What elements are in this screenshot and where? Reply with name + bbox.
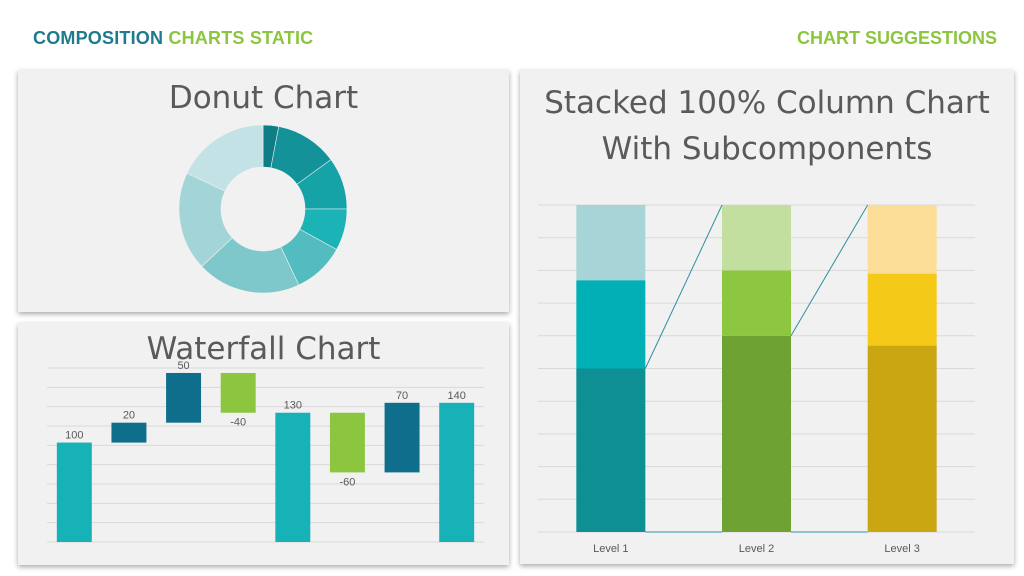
section-title-part2: CHARTS STATIC <box>168 28 314 48</box>
waterfall-data-label: 20 <box>123 410 135 422</box>
waterfall-data-label: 50 <box>177 360 189 372</box>
stacked-chart-panel: Stacked 100% Column Chart With Subcompon… <box>520 70 1014 564</box>
waterfall-chart-svg: 100 20 50 -40 130 -60 70 140 <box>47 360 484 543</box>
waterfall-data-label: 100 <box>65 430 83 442</box>
waterfall-chart-title: Waterfall Chart <box>146 331 381 367</box>
stacked-bar-segment <box>722 335 791 532</box>
waterfall-bar <box>275 412 311 542</box>
stacked-bar-segment <box>867 205 937 274</box>
stacked-chart-title-line1: Stacked 100% Column Chart <box>544 85 990 121</box>
stacked-bar-segment <box>576 205 646 281</box>
waterfall-data-label: 130 <box>284 400 302 412</box>
connector-line <box>644 204 723 369</box>
waterfall-bar <box>220 372 256 413</box>
waterfall-data-label: -40 <box>230 417 246 429</box>
waterfall-data-label: -60 <box>339 476 355 488</box>
section-title-part1: COMPOSITION <box>33 28 164 48</box>
waterfall-bar <box>384 402 420 473</box>
stacked-bar-segment <box>867 273 937 346</box>
section-title: COMPOSITION CHARTS STATIC <box>33 28 313 49</box>
waterfall-data-label: 70 <box>396 390 408 402</box>
waterfall-bar <box>111 422 147 443</box>
stacked-chart-svg: Level 1 Level 2 Level 3 <box>538 204 975 555</box>
x-tick-label: Level 3 <box>884 543 919 555</box>
waterfall-chart-panel: Waterfall Chart 100 20 50 -40 130 -60 70 140 <box>18 323 509 565</box>
stacked-bar-segment <box>576 368 646 532</box>
chart-suggestions-label: CHART SUGGESTIONS <box>796 28 997 48</box>
donut-chart-svg <box>178 124 348 294</box>
donut-slice <box>186 124 264 192</box>
donut-chart-title: Donut Chart <box>168 80 359 116</box>
waterfall-bar <box>56 442 92 542</box>
connector-line <box>790 204 869 337</box>
stacked-bar-segment <box>722 205 791 271</box>
waterfall-bar <box>166 372 202 423</box>
stacked-chart-title: Stacked 100% Column Chart With Subcompon… <box>520 80 1014 172</box>
stacked-chart-title-line2: With Subcomponents <box>601 131 933 167</box>
stacked-bar-segment <box>722 270 791 336</box>
stacked-bar-segment <box>867 345 937 532</box>
waterfall-bar <box>439 402 475 542</box>
waterfall-bar <box>329 412 365 473</box>
waterfall-data-label: 140 <box>448 390 466 402</box>
donut-chart-panel: Donut Chart <box>18 70 509 312</box>
x-tick-label: Level 1 <box>593 543 628 555</box>
stacked-bar-segment <box>576 280 646 369</box>
x-tick-label: Level 2 <box>739 543 774 555</box>
